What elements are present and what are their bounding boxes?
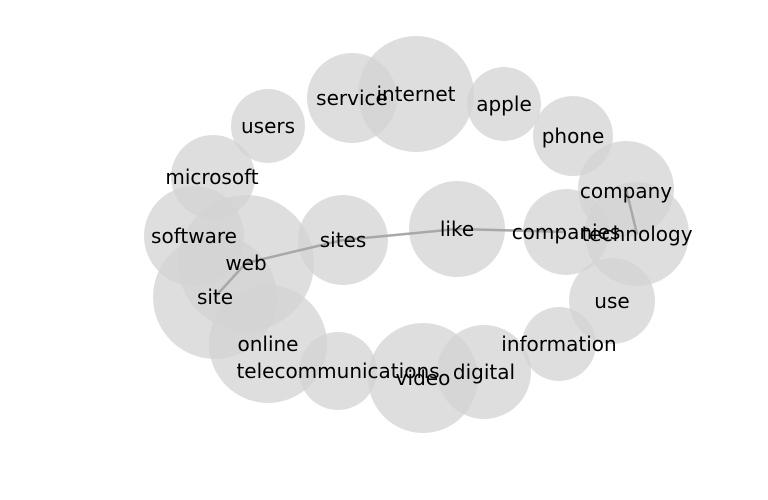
word-company: company: [580, 179, 672, 203]
word-technology: technology: [581, 222, 692, 246]
edge-web-site: [214, 262, 247, 298]
word-like: like: [440, 217, 474, 241]
word-companies: companies: [512, 220, 621, 244]
word-video: video: [396, 366, 451, 390]
bubble-use: [569, 258, 655, 344]
word-phone: phone: [542, 124, 605, 148]
word-online: online: [237, 332, 298, 356]
word-microsoft: microsoft: [165, 165, 258, 189]
word-service: service: [316, 86, 388, 110]
edge-layer: [214, 188, 639, 298]
word-software: software: [151, 224, 237, 248]
edge-like-companies: [456, 227, 567, 234]
word-internet: internet: [376, 82, 455, 106]
bubble-service: [307, 53, 397, 143]
bubble-telecommunications: [299, 332, 377, 410]
word-users: users: [241, 114, 295, 138]
bubble-users: [231, 89, 305, 163]
edge-company-technology: [624, 188, 639, 235]
word-information: information: [501, 332, 616, 356]
edge-sites-like: [342, 227, 458, 242]
edge-web-sites: [245, 238, 344, 265]
bubble-online: [209, 285, 327, 403]
word-use: use: [594, 289, 629, 313]
word-sites: sites: [320, 228, 367, 252]
bubble-information: [522, 307, 596, 381]
word-digital: digital: [453, 360, 515, 384]
bubble-apple: [467, 67, 541, 141]
word-apple: apple: [476, 92, 532, 116]
word-telecommunications: telecommunications: [236, 359, 439, 383]
label-layer: internet service apple users phone micro…: [151, 82, 693, 390]
word-web: web: [225, 251, 266, 275]
bubble-digital: [437, 325, 531, 419]
word-site: site: [197, 285, 233, 309]
